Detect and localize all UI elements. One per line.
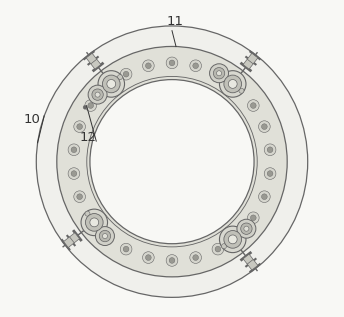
Circle shape — [247, 212, 259, 223]
Circle shape — [209, 64, 228, 83]
Circle shape — [228, 80, 237, 88]
Text: 10: 10 — [23, 113, 40, 126]
Circle shape — [81, 209, 108, 236]
Circle shape — [71, 147, 77, 152]
Circle shape — [117, 74, 122, 80]
Circle shape — [57, 47, 287, 277]
Circle shape — [123, 71, 129, 77]
Circle shape — [259, 121, 270, 133]
Circle shape — [169, 258, 175, 263]
Circle shape — [104, 85, 109, 91]
Circle shape — [68, 144, 80, 156]
Circle shape — [212, 243, 224, 255]
Polygon shape — [243, 59, 254, 69]
Circle shape — [90, 80, 254, 244]
Circle shape — [77, 194, 83, 199]
Circle shape — [95, 92, 100, 97]
Circle shape — [244, 226, 249, 231]
Circle shape — [74, 191, 85, 203]
Circle shape — [166, 57, 178, 69]
Circle shape — [88, 85, 107, 104]
Circle shape — [267, 171, 273, 176]
Circle shape — [85, 211, 90, 216]
Circle shape — [216, 71, 222, 76]
Circle shape — [247, 100, 259, 111]
Circle shape — [88, 215, 94, 221]
Circle shape — [169, 60, 175, 66]
Polygon shape — [243, 254, 254, 265]
Text: 12: 12 — [80, 132, 97, 145]
Polygon shape — [64, 237, 74, 248]
Circle shape — [193, 255, 198, 260]
Circle shape — [120, 243, 132, 255]
Circle shape — [259, 191, 270, 203]
Polygon shape — [247, 53, 258, 64]
Circle shape — [232, 82, 243, 94]
Circle shape — [190, 60, 202, 72]
Circle shape — [219, 71, 246, 97]
Circle shape — [235, 233, 240, 238]
Polygon shape — [86, 53, 97, 64]
Circle shape — [99, 230, 111, 242]
Circle shape — [103, 234, 107, 239]
Circle shape — [107, 80, 116, 88]
Circle shape — [85, 212, 97, 223]
Circle shape — [193, 63, 198, 68]
Circle shape — [98, 71, 125, 97]
Circle shape — [237, 219, 256, 238]
Circle shape — [77, 124, 83, 129]
Circle shape — [88, 103, 94, 108]
Circle shape — [215, 71, 221, 77]
Text: 11: 11 — [166, 15, 184, 28]
Circle shape — [74, 121, 85, 133]
Polygon shape — [90, 59, 101, 69]
Circle shape — [68, 168, 80, 179]
Polygon shape — [69, 233, 79, 243]
Circle shape — [261, 194, 267, 199]
Circle shape — [83, 106, 87, 109]
Circle shape — [224, 75, 241, 93]
Circle shape — [85, 100, 97, 111]
Circle shape — [250, 103, 256, 108]
Circle shape — [104, 233, 109, 238]
Circle shape — [219, 226, 246, 253]
Circle shape — [222, 244, 227, 249]
Circle shape — [96, 227, 115, 246]
Circle shape — [166, 255, 178, 266]
Circle shape — [261, 124, 267, 129]
Circle shape — [71, 171, 77, 176]
Circle shape — [264, 168, 276, 179]
Circle shape — [123, 246, 129, 252]
Circle shape — [250, 215, 256, 221]
Circle shape — [90, 218, 99, 227]
Circle shape — [267, 147, 273, 152]
Circle shape — [142, 252, 154, 263]
Circle shape — [264, 144, 276, 156]
Circle shape — [241, 223, 252, 234]
Polygon shape — [247, 259, 258, 270]
Circle shape — [92, 89, 103, 100]
Circle shape — [228, 235, 237, 244]
Circle shape — [120, 68, 132, 80]
Circle shape — [142, 60, 154, 72]
Circle shape — [215, 246, 221, 252]
Circle shape — [190, 252, 202, 263]
Circle shape — [101, 82, 112, 94]
Circle shape — [146, 255, 151, 260]
Circle shape — [146, 63, 151, 68]
Circle shape — [213, 68, 225, 79]
Circle shape — [85, 214, 103, 231]
Circle shape — [224, 230, 241, 248]
Circle shape — [232, 230, 243, 242]
Circle shape — [239, 88, 244, 93]
Circle shape — [235, 85, 240, 91]
Circle shape — [101, 230, 112, 242]
Circle shape — [36, 26, 308, 297]
Circle shape — [212, 68, 224, 80]
Circle shape — [103, 75, 120, 93]
